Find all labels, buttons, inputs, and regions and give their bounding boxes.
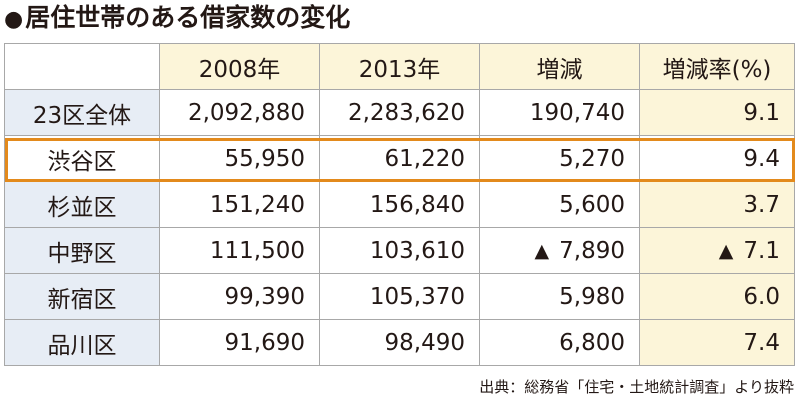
value-change-rate: ▲ 7.1 bbox=[639, 227, 795, 274]
header-corner-cell bbox=[4, 43, 160, 90]
row-label: 23区全体 bbox=[4, 89, 160, 136]
value-2008: 91,690 bbox=[159, 319, 320, 366]
value-2013: 61,220 bbox=[319, 135, 480, 182]
bullet-icon: ● bbox=[4, 7, 24, 32]
value-change: 190,740 bbox=[479, 89, 640, 136]
table-row: 23区全体 2,092,880 2,283,620 190,740 9.1 bbox=[4, 89, 795, 136]
header-change: 増減 bbox=[479, 43, 640, 90]
table-row: 中野区 111,500 103,610 ▲ 7,890 ▲ 7.1 bbox=[4, 227, 795, 274]
table-row: 新宿区 99,390 105,370 5,980 6.0 bbox=[4, 273, 795, 320]
decrease-triangle-icon: ▲ bbox=[718, 239, 734, 262]
value-change-rate: 3.7 bbox=[639, 181, 795, 228]
row-label: 新宿区 bbox=[4, 273, 160, 320]
value-change-rate: 9.1 bbox=[639, 89, 795, 136]
rental-households-table: 2008年 2013年 増減 増減率(%) 23区全体 2,092,880 2,… bbox=[4, 43, 795, 366]
value-2013: 156,840 bbox=[319, 181, 480, 228]
value-2013: 105,370 bbox=[319, 273, 480, 320]
header-change-rate: 増減率(%) bbox=[639, 43, 795, 90]
page-title: ●居住世帯のある借家数の変化 bbox=[4, 3, 350, 33]
value-2008: 55,950 bbox=[159, 135, 320, 182]
value-2013: 98,490 bbox=[319, 319, 480, 366]
header-2013: 2013年 bbox=[319, 43, 480, 90]
table-row-highlighted: 渋谷区 55,950 61,220 5,270 9.4 bbox=[4, 135, 795, 182]
value-change: 5,980 bbox=[479, 273, 640, 320]
decrease-triangle-icon: ▲ bbox=[534, 239, 550, 262]
value-change-rate: 6.0 bbox=[639, 273, 795, 320]
value-change: 5,600 bbox=[479, 181, 640, 228]
value-change: 6,800 bbox=[479, 319, 640, 366]
row-label: 中野区 bbox=[4, 227, 160, 274]
title-text: 居住世帯のある借家数の変化 bbox=[25, 3, 351, 32]
table-header-row: 2008年 2013年 増減 増減率(%) bbox=[4, 43, 795, 90]
value-2008: 2,092,880 bbox=[159, 89, 320, 136]
source-note: 出典：総務省「住宅・土地統計調査」より抜粋 bbox=[479, 378, 794, 396]
row-label: 杉並区 bbox=[4, 181, 160, 228]
header-2008: 2008年 bbox=[159, 43, 320, 90]
value-change-rate: 7.4 bbox=[639, 319, 795, 366]
value-2008: 111,500 bbox=[159, 227, 320, 274]
value-2013: 103,610 bbox=[319, 227, 480, 274]
table-row: 杉並区 151,240 156,840 5,600 3.7 bbox=[4, 181, 795, 228]
value-change: 5,270 bbox=[479, 135, 640, 182]
value-2013: 2,283,620 bbox=[319, 89, 480, 136]
value-2008: 99,390 bbox=[159, 273, 320, 320]
value-change-rate: 9.4 bbox=[639, 135, 795, 182]
value-change: ▲ 7,890 bbox=[479, 227, 640, 274]
row-label: 品川区 bbox=[4, 319, 160, 366]
table-row: 品川区 91,690 98,490 6,800 7.4 bbox=[4, 319, 795, 366]
value-2008: 151,240 bbox=[159, 181, 320, 228]
row-label: 渋谷区 bbox=[4, 135, 160, 182]
